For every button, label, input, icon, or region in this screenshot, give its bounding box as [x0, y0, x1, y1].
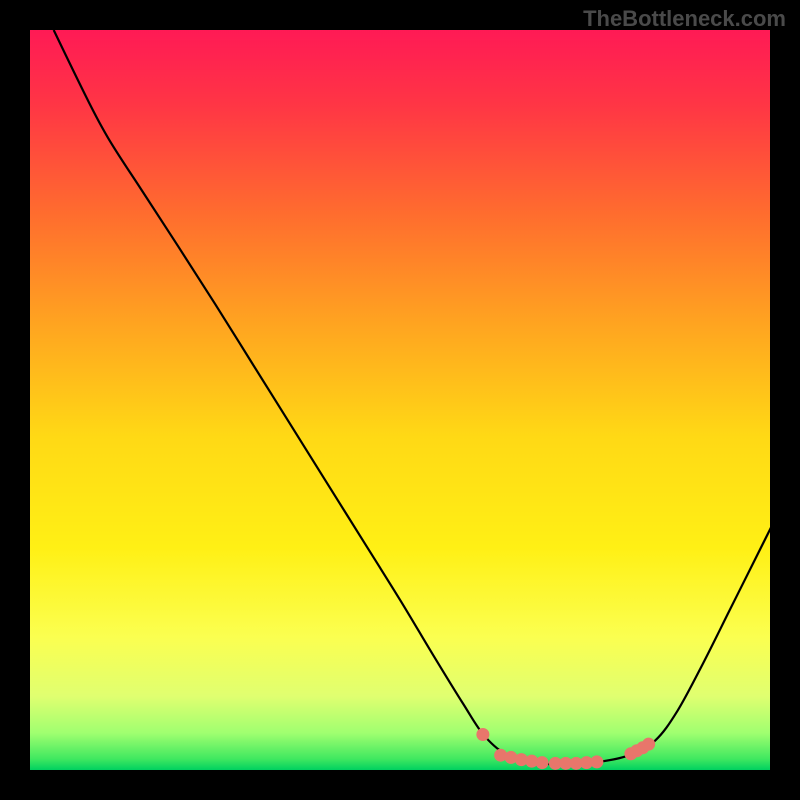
markers-group: [476, 728, 655, 770]
marker-point: [536, 756, 549, 769]
watermark-text: TheBottleneck.com: [583, 6, 786, 32]
marker-point: [642, 738, 655, 751]
line-chart-svg: [30, 30, 770, 770]
marker-point: [590, 755, 603, 768]
marker-point: [476, 728, 489, 741]
chart-plot-area: [30, 30, 770, 770]
bottleneck-curve: [54, 30, 770, 764]
